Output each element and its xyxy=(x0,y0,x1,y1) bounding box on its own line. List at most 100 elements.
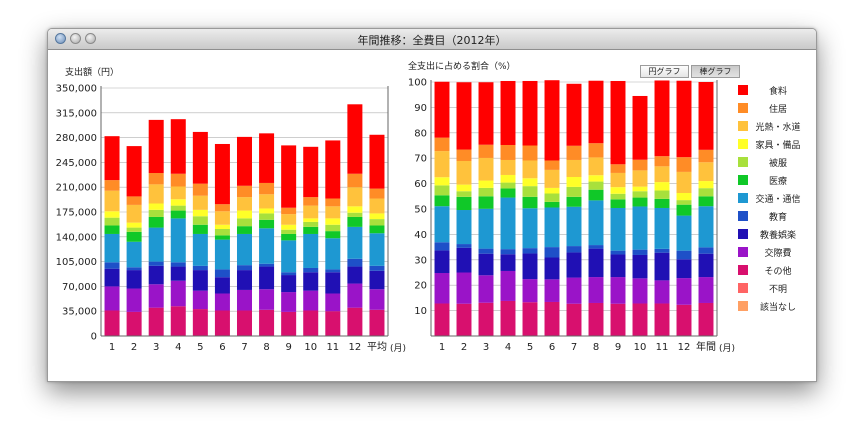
bar-segment xyxy=(347,173,363,188)
bar-segment xyxy=(104,136,120,181)
bar-segment xyxy=(236,197,252,211)
bar-segment xyxy=(500,174,516,183)
pie-chart-button[interactable]: 円グラフ xyxy=(640,65,689,78)
bar-segment xyxy=(192,195,208,210)
legend-label: 不明 xyxy=(769,284,787,295)
bar-segment xyxy=(588,181,604,190)
bar-segment xyxy=(281,229,297,234)
bar-segment xyxy=(544,247,560,258)
bar-segment xyxy=(347,226,363,259)
bar-segment xyxy=(170,266,186,281)
bar-segment xyxy=(369,198,385,214)
bar-segment xyxy=(170,262,186,267)
bar-segment xyxy=(434,195,450,207)
bar-segment xyxy=(148,265,164,285)
legend-label: 光熱・水道 xyxy=(755,121,800,133)
bar-segment xyxy=(676,215,692,251)
y-tick-label: 80 xyxy=(414,128,427,139)
bar-segment xyxy=(434,206,450,243)
bar-segment xyxy=(676,157,692,172)
bar-segment xyxy=(192,224,208,234)
zoom-window-button[interactable] xyxy=(85,33,96,44)
bar-segment xyxy=(148,119,164,174)
legend-swatch xyxy=(738,85,748,95)
minimize-window-button[interactable] xyxy=(70,33,81,44)
close-window-button[interactable] xyxy=(55,33,66,44)
bar-segment xyxy=(347,212,363,217)
x-tick-label: 11 xyxy=(326,342,339,353)
legend: 食料住居光熱・水道家具・備品被服医療交通・通信教育教養娯楽交際費その他不明該当な… xyxy=(738,85,801,313)
y-axis-title: 全支出に占める割合（%） xyxy=(408,60,516,72)
title-bar: 年間推移：全費目（2012年） xyxy=(48,29,816,50)
bar-segment xyxy=(170,306,186,336)
bar-segment xyxy=(544,169,560,188)
bar-segment xyxy=(654,207,670,249)
y-tick-label: 40 xyxy=(414,230,427,241)
x-tick-label: 8 xyxy=(263,342,269,353)
bar-segment xyxy=(654,248,670,253)
bar-segment xyxy=(303,290,319,311)
bar-segment xyxy=(104,225,120,234)
bar-segment xyxy=(434,137,450,152)
bar-segment xyxy=(369,289,385,310)
bar-segment xyxy=(369,134,385,189)
x-tick-label: 8 xyxy=(593,342,599,353)
y-tick-label: 175,000 xyxy=(56,208,97,219)
bar-segment xyxy=(325,206,341,219)
bar-segment xyxy=(369,225,385,234)
bar-segment xyxy=(303,197,319,206)
bar-segment xyxy=(544,160,560,170)
bar-segment xyxy=(325,198,341,207)
bar-segment xyxy=(544,279,560,302)
bar-segment xyxy=(654,252,670,281)
bar-segment xyxy=(303,146,319,198)
bar-segment xyxy=(522,178,538,187)
bar-segment xyxy=(347,187,363,207)
bar-segment xyxy=(698,181,714,189)
x-tick-label: 9 xyxy=(285,342,291,353)
x-tick-label: 7 xyxy=(571,342,577,353)
bar-segment xyxy=(500,249,516,255)
bar-segment xyxy=(236,226,252,234)
bar-segment xyxy=(170,119,186,174)
bar-segment xyxy=(325,311,341,336)
bar-segment xyxy=(588,248,604,278)
bar-segment xyxy=(588,245,604,249)
y-tick-label: 50 xyxy=(414,205,427,216)
bar-segment xyxy=(500,80,516,145)
bar-segment xyxy=(259,309,275,336)
bar-segment xyxy=(522,186,538,197)
bar-segment xyxy=(654,280,670,304)
bar-segment xyxy=(544,193,560,202)
bar-segment xyxy=(214,204,230,212)
bar-segment xyxy=(654,182,670,191)
bar-segment xyxy=(676,171,692,193)
bar-segment xyxy=(281,145,297,208)
x-tick-label: 平均 xyxy=(367,341,387,353)
bar-segment xyxy=(478,275,494,303)
bar-segment xyxy=(434,81,450,138)
bar-segment xyxy=(325,224,341,232)
bar-segment xyxy=(522,279,538,303)
bar-segment xyxy=(303,267,319,273)
bar-segment xyxy=(456,272,472,304)
bar-segment xyxy=(148,173,164,185)
bar-segment xyxy=(104,310,120,336)
bar-segment xyxy=(698,82,714,150)
bar-chart-button[interactable]: 棒グラフ xyxy=(691,65,740,78)
bar-segment xyxy=(676,304,692,336)
bar-segment xyxy=(281,207,297,215)
bar-segment xyxy=(347,283,363,308)
bar-segment xyxy=(126,227,142,232)
bar-segment xyxy=(170,280,186,307)
bar-segment xyxy=(236,270,252,290)
bar-segment xyxy=(303,221,319,227)
bar-segment xyxy=(347,216,363,227)
bar-segment xyxy=(500,197,516,250)
charts-canvas: 支出額（円） 0 35,000 70,000 105,000 140,000 175,000… xyxy=(56,60,801,354)
legend-swatch xyxy=(738,283,748,293)
bar-segment xyxy=(676,193,692,201)
bar-segment xyxy=(566,303,582,336)
bar-segment xyxy=(281,240,297,273)
